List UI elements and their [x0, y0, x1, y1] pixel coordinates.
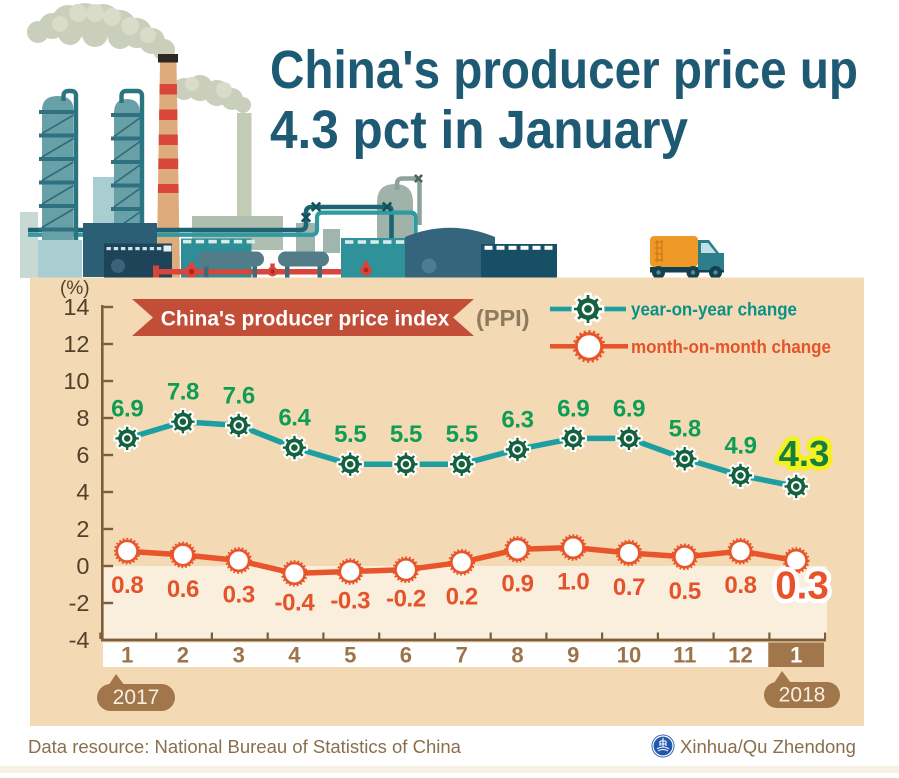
svg-text:China's producer price index: China's producer price index: [161, 308, 450, 331]
svg-text:4.3: 4.3: [779, 433, 830, 474]
svg-text:6.9: 6.9: [613, 395, 645, 422]
svg-text:5.5: 5.5: [446, 421, 478, 448]
svg-text:5.5: 5.5: [334, 421, 366, 448]
svg-text:6.9: 6.9: [111, 395, 143, 422]
svg-text:year-on-year change: year-on-year change: [631, 300, 797, 320]
svg-text:(%): (%): [60, 278, 90, 299]
svg-text:-4: -4: [69, 627, 90, 653]
svg-text:-2: -2: [69, 590, 90, 616]
svg-text:11: 11: [673, 643, 696, 668]
svg-text:0.2: 0.2: [446, 583, 478, 610]
svg-text:7.6: 7.6: [223, 382, 255, 409]
svg-text:2017: 2017: [113, 686, 160, 709]
svg-text:8: 8: [511, 643, 523, 668]
svg-text:14: 14: [63, 294, 89, 320]
svg-text:7.8: 7.8: [167, 379, 199, 406]
svg-text:6: 6: [400, 643, 412, 668]
svg-text:China's producer price up: China's producer price up: [270, 40, 858, 100]
svg-text:0: 0: [76, 553, 89, 579]
svg-text:4: 4: [76, 479, 89, 505]
svg-text:12: 12: [63, 331, 89, 357]
svg-text:6: 6: [76, 442, 89, 468]
svg-text:0.3: 0.3: [223, 582, 255, 609]
svg-text:3: 3: [233, 643, 245, 668]
svg-text:-0.2: -0.2: [386, 586, 426, 613]
svg-text:0.7: 0.7: [613, 574, 645, 601]
svg-text:5: 5: [344, 643, 356, 668]
svg-text:(PPI): (PPI): [476, 305, 530, 331]
svg-text:4.9: 4.9: [724, 432, 756, 459]
svg-text:2018: 2018: [779, 684, 826, 707]
svg-text:1.0: 1.0: [557, 569, 589, 596]
svg-text:0.9: 0.9: [501, 570, 533, 597]
svg-text:month-on-month change: month-on-month change: [631, 337, 831, 357]
svg-text:2: 2: [76, 516, 89, 542]
svg-text:6.4: 6.4: [278, 405, 311, 432]
svg-text:0.8: 0.8: [111, 572, 143, 599]
svg-text:8: 8: [76, 405, 89, 431]
svg-text:0.3: 0.3: [775, 565, 829, 608]
svg-text:6.3: 6.3: [501, 406, 533, 433]
svg-text:Data resource: National Bureau: Data resource: National Bureau of Statis…: [28, 736, 462, 757]
svg-text:-0.4: -0.4: [275, 589, 316, 616]
svg-text:12: 12: [728, 643, 752, 668]
svg-text:Xinhua/Qu Zhendong: Xinhua/Qu Zhendong: [680, 736, 856, 757]
svg-text:0.6: 0.6: [167, 576, 199, 603]
svg-text:4: 4: [288, 643, 301, 668]
svg-text:2: 2: [177, 643, 189, 668]
svg-text:10: 10: [63, 368, 89, 394]
svg-text:6.9: 6.9: [557, 395, 589, 422]
svg-text:5.5: 5.5: [390, 421, 422, 448]
svg-text:1: 1: [790, 643, 802, 668]
svg-text:1: 1: [121, 643, 133, 668]
svg-text:0.8: 0.8: [724, 572, 756, 599]
svg-text:5.8: 5.8: [669, 416, 701, 443]
svg-text:-0.3: -0.3: [330, 588, 370, 615]
svg-text:9: 9: [567, 643, 579, 668]
svg-text:4.3 pct in January: 4.3 pct in January: [270, 100, 688, 160]
svg-text:10: 10: [617, 643, 641, 668]
svg-text:0.5: 0.5: [669, 578, 701, 605]
svg-text:7: 7: [456, 643, 468, 668]
